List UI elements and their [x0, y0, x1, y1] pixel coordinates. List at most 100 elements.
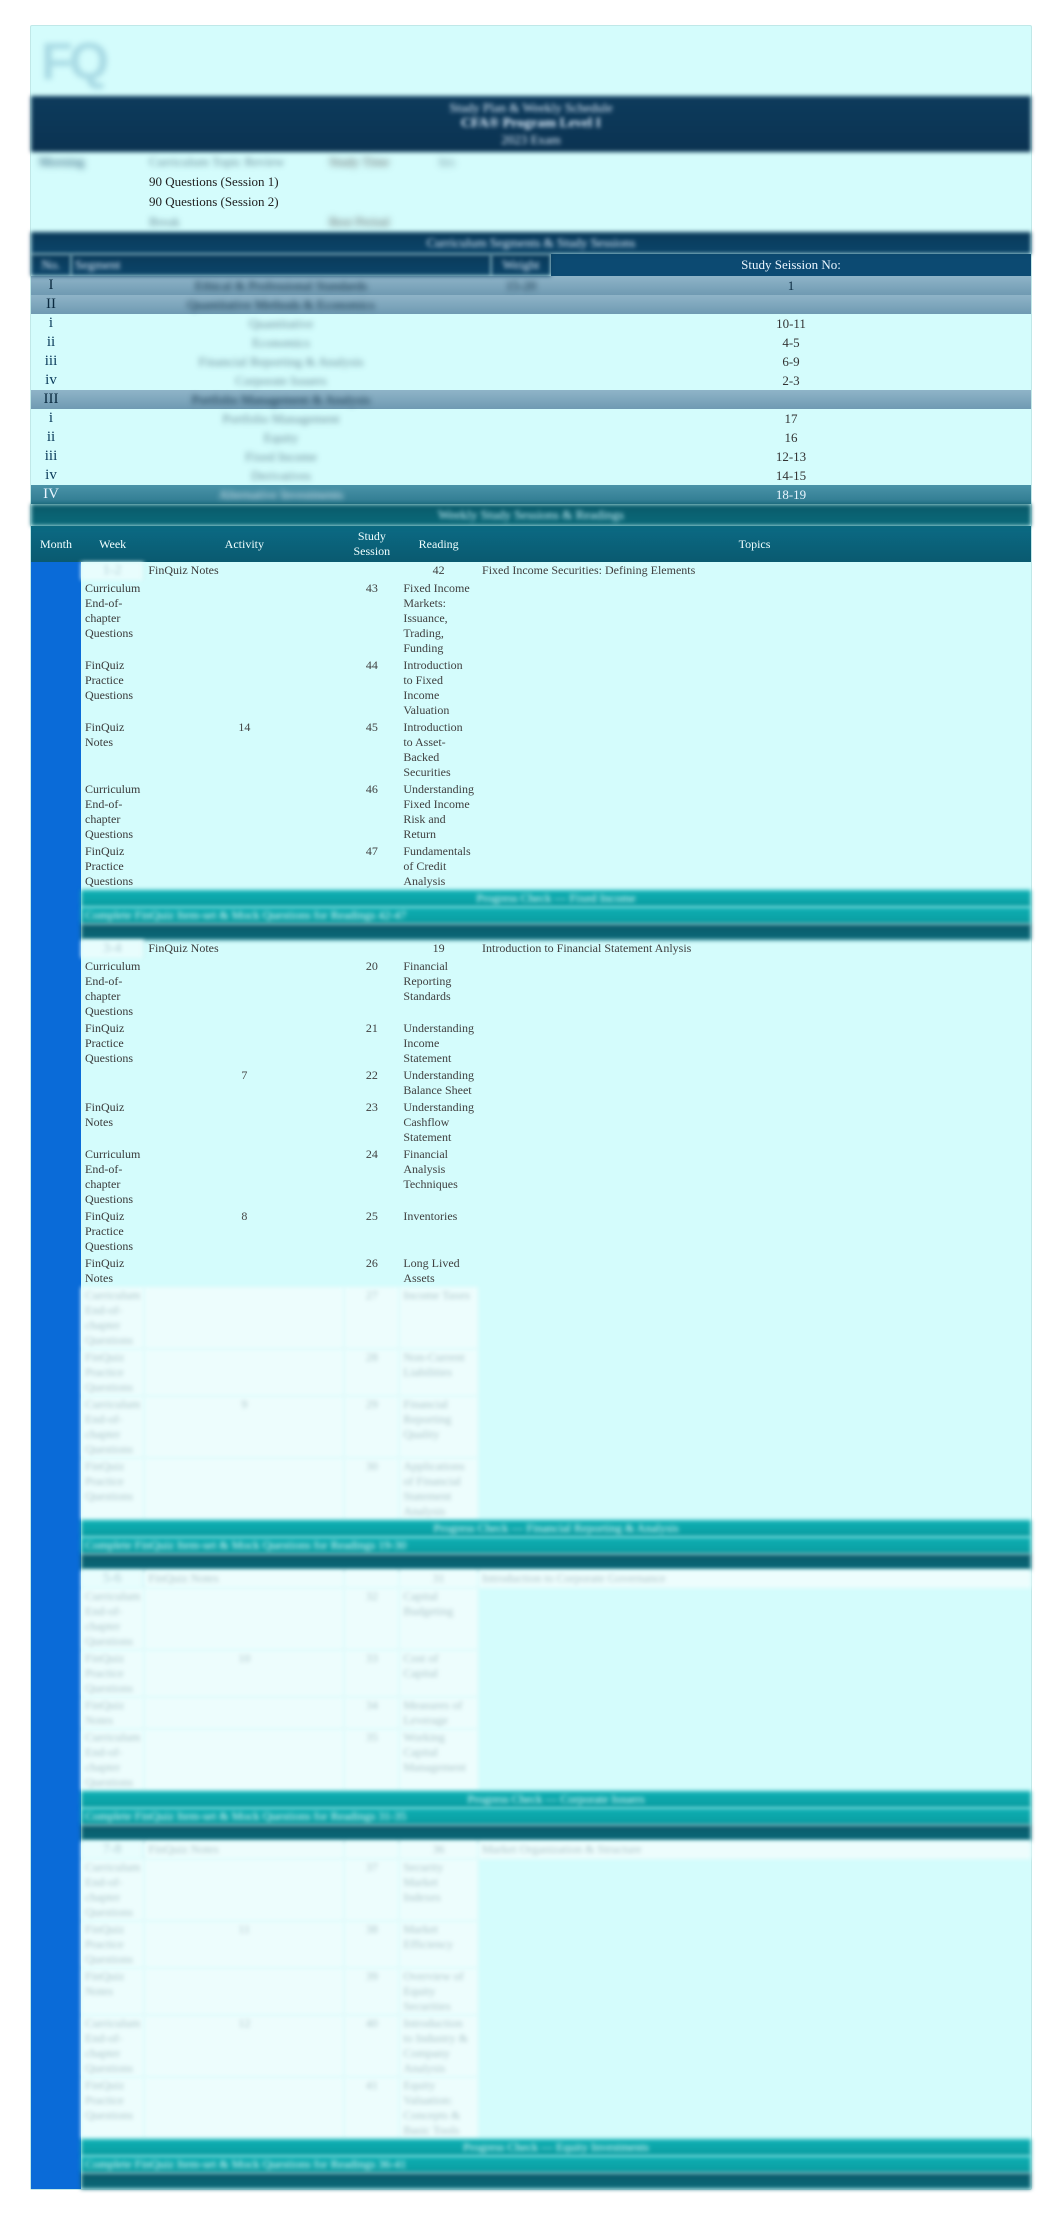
plan-row: FinQuiz Notes26Long Lived Assets: [31, 1255, 1031, 1287]
divider: [81, 2173, 1031, 2189]
plan-row: FinQuiz Notes34Measures of Leverage: [31, 1697, 1031, 1729]
month-cell: [31, 2173, 81, 2189]
teal-row: Progress Check — Equity Investments: [31, 2139, 1031, 2156]
week-cell: 7-8: [81, 1841, 144, 1859]
plan-row: FinQuiz Practice Questions825Inventories: [31, 1208, 1031, 1255]
month-cell: [31, 2156, 81, 2173]
segment-name: Alternative Investments: [71, 485, 491, 504]
plan-row: FinQuiz Notes 23Understanding Cashflow St…: [31, 1099, 1031, 1146]
session-cell: [144, 1458, 344, 1520]
month-cell: [31, 940, 81, 1520]
session-cell: 11: [144, 1921, 344, 1968]
activity-cell: Curriculum End-of-chapter Questions: [81, 1146, 144, 1208]
session-cell: [344, 1570, 399, 1588]
activity-cell: Curriculum End-of-chapter Questions: [81, 2015, 144, 2077]
reading-cell: 29: [344, 1396, 399, 1458]
intro-spacer: [471, 152, 1031, 172]
plan-band: Weekly Study Sessions & Readings: [31, 504, 1031, 526]
activity-cell: FinQuiz Practice Questions: [81, 657, 144, 719]
segment-roman: ii: [31, 428, 71, 447]
divider-row: [31, 1554, 1031, 1570]
segment-roman: iii: [31, 447, 71, 466]
reading-cell: 43: [344, 580, 399, 657]
topic-cell: Understanding Cashflow Statement: [399, 1099, 478, 1146]
session-cell: 12: [144, 2015, 344, 2077]
teal-row: Progress Check — Financial Reporting & A…: [31, 1520, 1031, 1537]
segment-roman: iv: [31, 371, 71, 390]
seg-head-pct: Weight: [491, 254, 551, 276]
teal-band: Complete FinQuiz Item-set & Mock Questio…: [81, 2156, 1031, 2173]
segment-pct: [491, 466, 551, 485]
plan-row: Curriculum End-of-chapter Questions24Fin…: [31, 1146, 1031, 1208]
month-cell: [31, 1808, 81, 1825]
segment-name: Portfolio Management & Analysis: [71, 390, 491, 409]
topic-cell: Fixed Income Securities: Defining Elemen…: [478, 562, 1031, 580]
activity-cell: Curriculum End-of-chapter Questions: [81, 580, 144, 657]
reading-cell: 45: [344, 719, 399, 781]
reading-cell: 42: [399, 562, 478, 580]
segment-name: Equity: [71, 428, 491, 447]
activity-cell: FinQuiz Notes: [81, 1099, 144, 1146]
session-cell: [144, 1146, 344, 1208]
segment-roman: iv: [31, 466, 71, 485]
month-cell: [31, 907, 81, 924]
teal-band: Complete FinQuiz Item-set & Mock Questio…: [81, 1808, 1031, 1825]
segment-roman: ii: [31, 333, 71, 352]
intro-dur: [321, 172, 431, 192]
seg-head-sess: Study Seission No:: [551, 254, 1031, 276]
month-cell: [31, 1537, 81, 1554]
segment-pct: [491, 428, 551, 447]
plan-table: Month Week Activity Study Session Readin…: [31, 526, 1031, 2189]
logo-area: FQ: [31, 26, 1031, 96]
topic-cell: Measures of Leverage: [399, 1697, 478, 1729]
session-cell: [144, 1255, 344, 1287]
reading-cell: 23: [344, 1099, 399, 1146]
segment-name: Corporate Issuers: [71, 371, 491, 390]
seg-head-no: No.: [31, 254, 71, 276]
topic-cell: Understanding Balance Sheet: [399, 1067, 478, 1099]
teal-row: Progress Check — Fixed Income: [31, 890, 1031, 907]
intro-label: [31, 172, 141, 192]
activity-cell: Curriculum End-of-chapter Questions: [81, 1859, 144, 1921]
reading-cell: 35: [344, 1729, 399, 1791]
topic-cell: Income Taxes: [399, 1287, 478, 1349]
plan-row: Curriculum End-of-chapter Questions27Inc…: [31, 1287, 1031, 1349]
teal-band: Progress Check — Financial Reporting & A…: [81, 1520, 1031, 1537]
divider: [81, 1554, 1031, 1570]
intro-label: [31, 212, 141, 232]
week-cell: 1-2: [81, 562, 144, 580]
session-cell: [144, 1287, 344, 1349]
topic-cell: Introduction to Corporate Governance: [478, 1570, 1031, 1588]
topic-cell: Inventories: [399, 1208, 478, 1255]
activity-cell: Curriculum End-of-chapter Questions: [81, 781, 144, 843]
intro-time: [431, 212, 471, 232]
session-cell: [144, 2077, 344, 2139]
reading-cell: 19: [399, 940, 478, 958]
reading-cell: 20: [344, 958, 399, 1020]
reading-cell: 32: [344, 1588, 399, 1650]
segment-session: [551, 295, 1031, 314]
session-cell: [144, 1859, 344, 1921]
plan-row: FinQuiz Practice Questions21Understandin…: [31, 1020, 1031, 1067]
plan-head-session: Study Session: [344, 526, 399, 562]
month-cell: [31, 1570, 81, 1791]
plan-row: FinQuiz Practice Questions1033Cost of Ca…: [31, 1650, 1031, 1697]
intro-table: MorningCurriculum Topic ReviewStudy Time…: [31, 152, 1031, 232]
session-cell: [344, 1841, 399, 1859]
teal-band: Complete FinQuiz Item-set & Mock Questio…: [81, 907, 1031, 924]
topic-cell: Non-Current Liabilities: [399, 1349, 478, 1396]
activity-cell: FinQuiz Practice Questions: [81, 843, 144, 890]
divider-row: [31, 1825, 1031, 1841]
activity-cell: FinQuiz Practice Questions: [81, 1208, 144, 1255]
intro-time: hrs: [431, 152, 471, 172]
segment-row: IIIPortfolio Management & Analysis: [31, 390, 1031, 409]
page: FQ Study Plan & Weekly Schedule CFA® Pro…: [30, 25, 1032, 2190]
divider-row: [31, 924, 1031, 940]
segment-row: iiEconomics4-5: [31, 333, 1031, 352]
topic-cell: Applications of Financial Statement Anal…: [399, 1458, 478, 1520]
plan-row: 3-4FinQuiz Notes19Introduction to Financ…: [31, 940, 1031, 958]
topic-cell: Financial Analysis Techniques: [399, 1146, 478, 1208]
activity-cell: FinQuiz Practice Questions: [81, 1650, 144, 1697]
plan-row: Curriculum End-of-chapter Questions35Wor…: [31, 1729, 1031, 1791]
session-cell: [144, 580, 344, 657]
